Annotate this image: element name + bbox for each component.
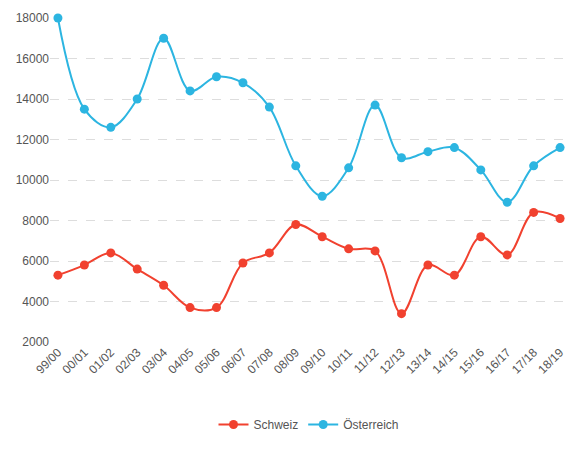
- svg-text:07/08: 07/08: [245, 345, 276, 376]
- svg-text:00/01: 00/01: [60, 345, 91, 376]
- svg-text:14/15: 14/15: [430, 345, 461, 376]
- svg-text:14000: 14000: [16, 92, 50, 106]
- svg-text:06/07: 06/07: [218, 345, 249, 376]
- svg-text:13/14: 13/14: [403, 345, 434, 376]
- svg-text:15/16: 15/16: [456, 345, 487, 376]
- svg-text:17/18: 17/18: [509, 345, 540, 376]
- svg-text:01/02: 01/02: [86, 345, 117, 376]
- svg-text:10/11: 10/11: [324, 345, 355, 376]
- svg-text:18/19: 18/19: [535, 345, 566, 376]
- svg-text:16/17: 16/17: [482, 345, 513, 376]
- svg-text:6000: 6000: [22, 254, 49, 268]
- svg-text:03/04: 03/04: [139, 345, 170, 376]
- svg-text:04/05: 04/05: [165, 345, 196, 376]
- svg-text:09/10: 09/10: [297, 345, 328, 376]
- svg-text:8000: 8000: [22, 214, 49, 228]
- svg-text:12000: 12000: [16, 133, 50, 147]
- svg-text:18000: 18000: [16, 11, 50, 25]
- svg-text:Österreich: Österreich: [343, 418, 398, 432]
- svg-text:02/03: 02/03: [112, 345, 143, 376]
- svg-text:2000: 2000: [22, 335, 49, 349]
- svg-text:16000: 16000: [16, 52, 50, 66]
- svg-text:4000: 4000: [22, 295, 49, 309]
- svg-text:05/06: 05/06: [192, 345, 223, 376]
- svg-text:Schweiz: Schweiz: [254, 418, 299, 432]
- svg-text:10000: 10000: [16, 173, 50, 187]
- svg-text:11/12: 11/12: [351, 345, 382, 376]
- svg-text:99/00: 99/00: [33, 345, 64, 376]
- svg-text:12/13: 12/13: [377, 345, 408, 376]
- svg-text:08/09: 08/09: [271, 345, 302, 376]
